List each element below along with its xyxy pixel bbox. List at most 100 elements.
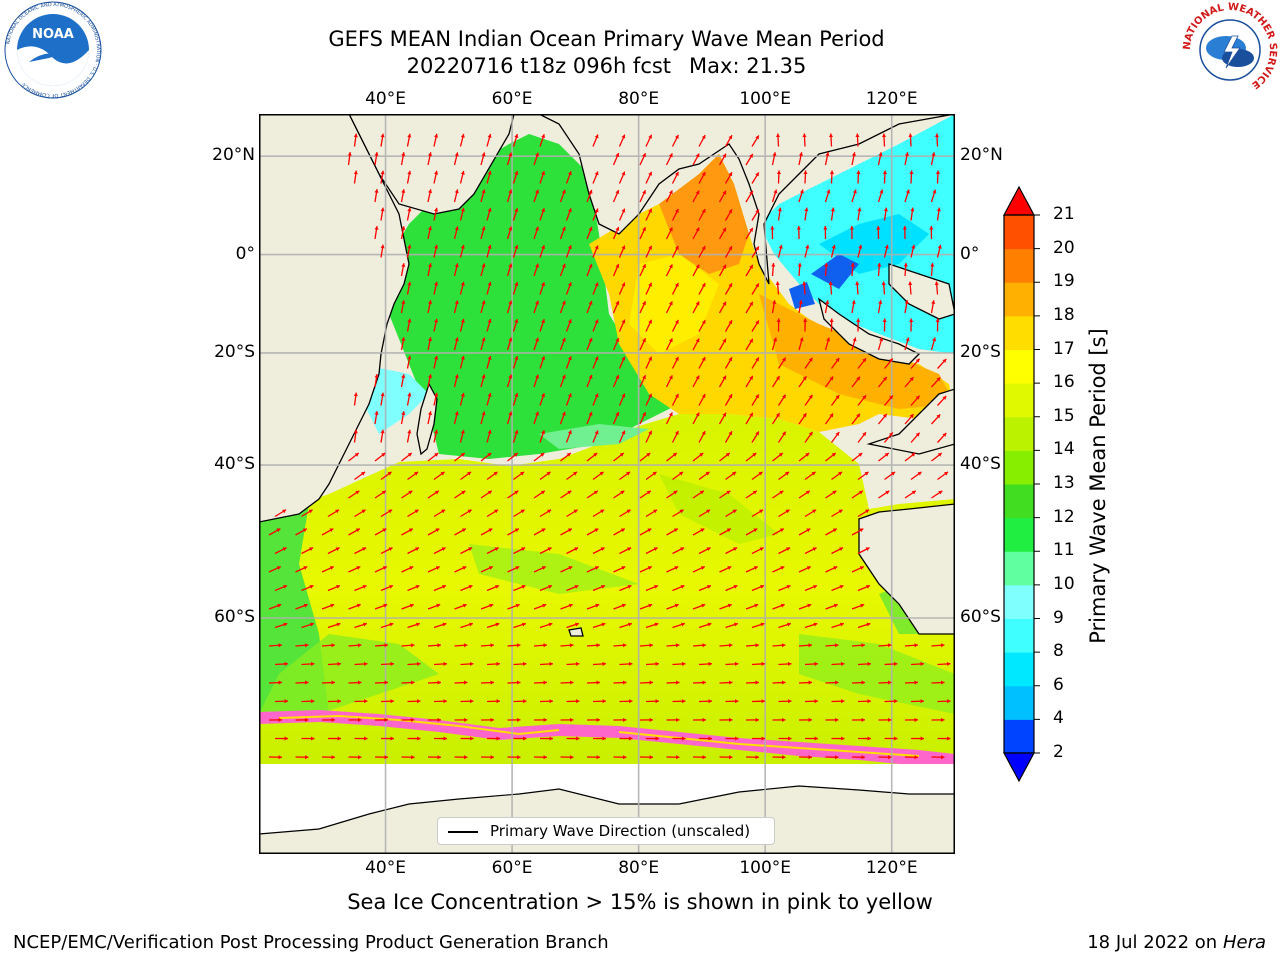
wave-direction-arrowhead — [672, 453, 677, 457]
wave-direction-arrowhead — [695, 227, 700, 232]
wave-direction-arrowhead — [862, 395, 866, 400]
wave-direction-arrowhead — [775, 413, 780, 418]
wave-direction-arrowhead — [679, 471, 684, 476]
wave-direction-arrowhead — [855, 281, 860, 286]
wave-direction-arrowhead — [708, 661, 712, 666]
wave-direction-arrowhead — [642, 153, 646, 158]
wave-direction-arrowhead — [911, 490, 916, 495]
wave-direction-arrowhead — [619, 453, 624, 457]
wave-direction-arrowhead — [904, 152, 909, 157]
wave-direction-arrowhead — [353, 392, 358, 397]
wave-direction-arrowhead — [388, 509, 393, 514]
wave-direction-arrowhead — [653, 509, 658, 514]
wave-direction-arrowhead — [705, 471, 710, 476]
wave-direction-arrowhead — [490, 755, 494, 760]
wave-direction-arrowhead — [576, 699, 580, 704]
wave-direction-arrowhead — [642, 190, 646, 195]
wave-period-map — [259, 114, 955, 854]
wave-direction-arrowhead — [628, 661, 633, 666]
wave-direction-arrowhead — [674, 356, 679, 361]
wave-direction-arrowhead — [642, 375, 646, 380]
wave-direction-arrowhead — [909, 170, 914, 175]
wave-direction-arrowhead — [680, 547, 685, 552]
wave-direction-arrowhead — [443, 661, 447, 666]
wave-direction-arrowhead — [541, 528, 546, 533]
wave-direction-arrowhead — [596, 643, 600, 648]
wave-direction-arrowhead — [700, 566, 705, 570]
wave-direction-arrowhead — [908, 281, 913, 286]
colorbar-tick-label: 21 — [1053, 204, 1075, 224]
map-legend: Primary Wave Direction (unscaled) — [437, 817, 775, 845]
wave-direction-arrowhead — [309, 584, 314, 589]
wave-direction-arrowhead — [831, 453, 836, 457]
wave-direction-arrowhead — [407, 281, 412, 286]
wave-direction-arrowhead — [732, 471, 737, 476]
wave-direction-arrowhead — [594, 171, 599, 176]
wave-direction-arrowhead — [569, 680, 574, 685]
wave-direction-arrowhead — [490, 717, 494, 722]
wave-direction-arrowhead — [808, 357, 813, 362]
wave-direction-arrowhead — [903, 263, 908, 267]
colorbar-tick-label: 12 — [1053, 506, 1075, 527]
wave-direction-arrowhead — [427, 300, 433, 305]
wave-direction-arrowhead — [889, 358, 893, 363]
wave-direction-arrowhead — [277, 603, 282, 608]
wave-direction-arrowhead — [487, 355, 492, 360]
wave-direction-arrowhead — [435, 528, 440, 533]
wave-direction-arrowhead — [331, 717, 335, 722]
wave-direction-arrowhead — [841, 736, 845, 741]
wave-direction-arrowhead — [856, 413, 860, 418]
wave-direction-arrowhead — [648, 603, 653, 608]
wave-direction-arrowhead — [858, 244, 863, 249]
wave-direction-arrowhead — [775, 376, 780, 381]
wave-direction-arrowhead — [859, 528, 864, 533]
wave-direction-arrowhead — [808, 643, 812, 648]
wave-direction-arrowhead — [812, 547, 817, 552]
wave-direction-arrowhead — [859, 566, 864, 570]
wave-direction-arrowhead — [535, 374, 539, 379]
wave-direction-arrowhead — [804, 207, 809, 212]
wave-direction-arrowhead — [917, 471, 922, 476]
wave-direction-arrowhead — [802, 413, 807, 418]
wave-direction-arrowhead — [799, 337, 804, 342]
wave-direction-arrowhead — [460, 281, 465, 286]
wave-direction-arrowhead — [701, 135, 706, 140]
wave-direction-arrowhead — [620, 490, 625, 495]
wave-direction-arrowhead — [828, 281, 833, 286]
wave-direction-arrowhead — [676, 755, 680, 760]
wave-direction-arrowhead — [594, 134, 599, 139]
wave-direction-arrowhead — [547, 547, 552, 552]
wave-direction-arrowhead — [621, 208, 626, 213]
wave-direction-arrowhead — [722, 301, 727, 306]
wave-direction-arrowhead — [496, 699, 500, 704]
colorbar-tick-label: 16 — [1053, 372, 1075, 393]
lon-label-bottom: 40°E — [365, 858, 406, 878]
wave-direction-arrowhead — [496, 736, 500, 741]
wave-direction-arrowhead — [568, 566, 573, 570]
wave-direction-arrowhead — [786, 584, 791, 589]
colorbar-segment — [1004, 719, 1034, 754]
wave-direction-arrowhead — [856, 376, 860, 381]
wave-direction-arrowhead — [947, 699, 951, 704]
wave-direction-arrowhead — [944, 471, 949, 476]
wave-direction-arrowhead — [278, 680, 282, 685]
wave-direction-arrowhead — [785, 509, 790, 514]
wave-direction-arrowhead — [390, 736, 394, 741]
wave-direction-arrowhead — [508, 152, 513, 157]
wave-direction-arrowhead — [727, 603, 732, 608]
wave-direction-arrowhead — [308, 509, 313, 514]
wave-direction-arrowhead — [814, 661, 818, 666]
wave-direction-arrowhead — [936, 377, 941, 382]
wave-direction-arrowhead — [852, 189, 857, 194]
wave-direction-arrowhead — [649, 643, 653, 648]
wave-direction-arrowhead — [867, 699, 871, 704]
wave-direction-arrowhead — [729, 755, 733, 760]
wave-direction-arrowhead — [833, 603, 838, 608]
wave-direction-arrowhead — [648, 171, 652, 176]
wave-direction-arrowhead — [434, 355, 439, 360]
sea-ice-note: Sea Ice Concentration > 15% is shown in … — [347, 890, 933, 914]
wave-direction-arrowhead — [408, 528, 413, 533]
wave-direction-arrowhead — [884, 244, 889, 249]
wave-direction-arrowhead — [675, 643, 680, 648]
wave-direction-arrowhead — [835, 432, 840, 437]
